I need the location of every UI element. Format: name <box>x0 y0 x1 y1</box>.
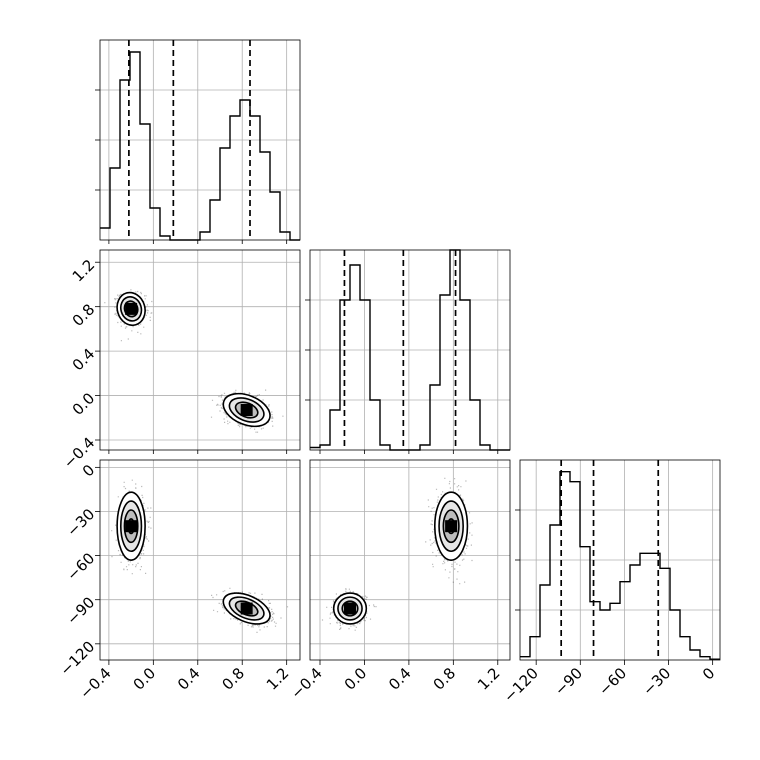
panel-1-0 <box>99 249 301 451</box>
xtick-label-2-1: −90 <box>551 664 586 699</box>
xtick-label-1-0: −0.4 <box>287 664 325 702</box>
density-peak-2-0-1 <box>240 602 253 615</box>
density-peak-2-1-0 <box>445 520 458 533</box>
xtick-label-1-1: 0.0 <box>341 664 371 694</box>
ytick-label-2-3: −30 <box>63 505 98 540</box>
xtick-label-2-4: 0 <box>699 664 718 683</box>
panel-frame-2-0 <box>99 459 301 661</box>
hist-frame-1 <box>309 249 511 451</box>
panel-content-1-0 <box>104 289 284 433</box>
density-peak-2-1-1 <box>344 602 356 615</box>
ytick-label-1-2: 0.4 <box>69 345 99 375</box>
xtick-label-2-0: −120 <box>500 664 542 706</box>
panel-2-1 <box>309 459 511 661</box>
panel-content-2-1 <box>321 477 473 631</box>
ytick-label-2-2: −60 <box>63 549 98 584</box>
hist-frame-0 <box>99 39 301 241</box>
hist-panel-2 <box>515 459 721 661</box>
density-peak-1-0-1 <box>240 404 253 416</box>
hist-frame-2 <box>519 459 721 661</box>
xtick-label-0-0: −0.4 <box>76 664 114 702</box>
hist-steps-0 <box>100 51 300 241</box>
panel-frame-2-1 <box>309 459 511 661</box>
ytick-label-1-4: 1.2 <box>69 256 99 286</box>
density-peak-1-0-0 <box>125 302 138 315</box>
hist-panel-1 <box>305 249 511 451</box>
xtick-label-1-3: 0.8 <box>430 664 460 694</box>
ytick-label-2-1: −90 <box>63 593 98 628</box>
panel-frame-1-0 <box>99 249 301 451</box>
ytick-label-1-3: 0.8 <box>69 300 99 330</box>
xtick-label-2-3: −30 <box>639 664 674 699</box>
xtick-label-1-4: 1.2 <box>474 664 504 694</box>
xtick-label-2-2: −60 <box>595 664 630 699</box>
density-peak-2-0-0 <box>125 520 138 533</box>
xtick-label-0-1: 0.0 <box>130 664 160 694</box>
panel-content-2-0 <box>111 479 289 633</box>
ytick-label-1-1: 0.0 <box>69 389 99 419</box>
hist-steps-2 <box>520 470 720 660</box>
xtick-label-1-2: 0.4 <box>385 664 415 694</box>
xtick-label-0-3: 0.8 <box>218 664 248 694</box>
hist-panel-0 <box>95 39 301 241</box>
ytick-label-2-4: 0 <box>79 461 98 480</box>
xtick-label-0-2: 0.4 <box>174 664 204 694</box>
panel-2-0 <box>99 459 301 661</box>
